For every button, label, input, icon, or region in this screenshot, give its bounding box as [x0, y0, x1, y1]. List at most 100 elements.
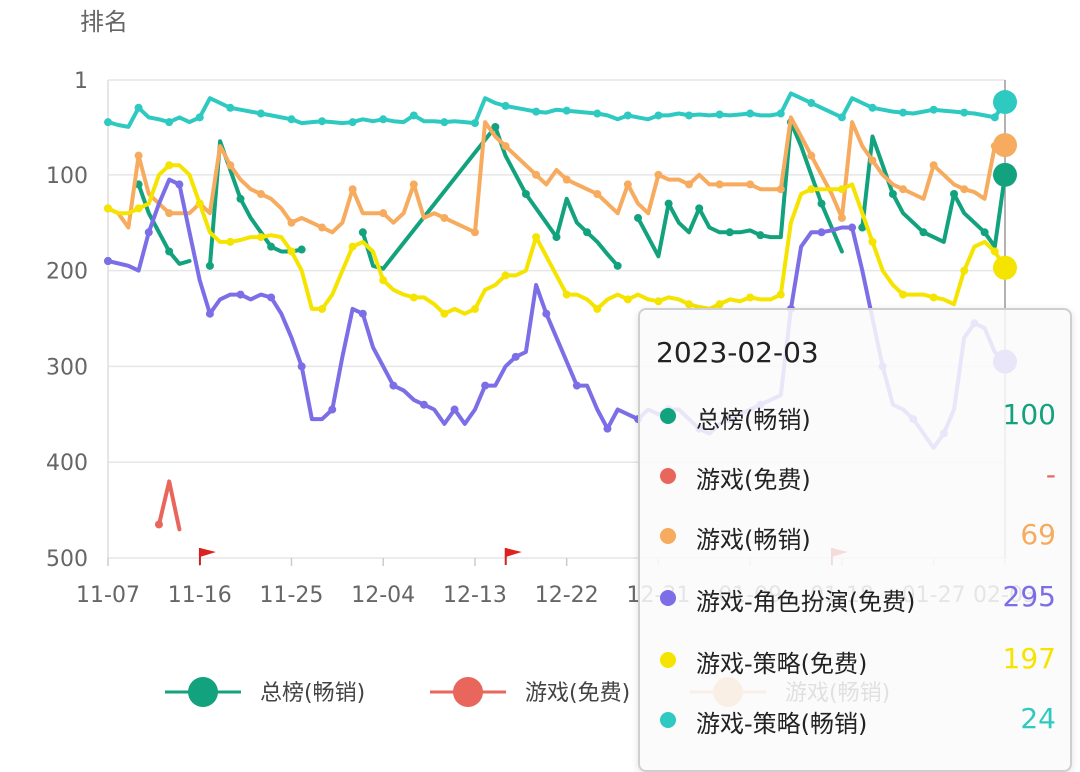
series-line [860, 134, 1007, 249]
data-point [634, 213, 643, 222]
tooltip-dot [660, 468, 676, 484]
y-axis-label: 排名 [80, 8, 128, 36]
flag-icon [505, 548, 522, 557]
data-point [572, 381, 581, 390]
data-point [358, 309, 367, 318]
data-point [746, 109, 755, 118]
x-tick-label: 11-25 [260, 583, 324, 608]
data-point [899, 290, 908, 299]
y-tick-label: 100 [46, 164, 88, 189]
data-point [440, 213, 449, 222]
data-point [837, 113, 846, 122]
x-tick-label: 12-22 [535, 583, 599, 608]
data-point [175, 180, 184, 189]
series-line [106, 177, 1007, 450]
data-point [562, 290, 571, 299]
data-point [440, 309, 449, 318]
data-point [562, 106, 571, 115]
tooltip-dot [660, 590, 676, 606]
data-point [776, 185, 785, 194]
data-point [195, 113, 204, 122]
series-line [636, 120, 844, 259]
data-point [318, 223, 327, 232]
data-point [104, 204, 112, 213]
x-tick-label: 12-04 [351, 583, 415, 608]
legend-item[interactable]: 游戏(免费) [430, 677, 630, 707]
chart-tooltip: 2023-02-03 总榜(畅销) 100 游戏(免费) - 游戏(畅销) 69… [638, 308, 1072, 772]
data-point [256, 189, 265, 198]
data-point [440, 118, 449, 127]
data-point [287, 218, 296, 227]
y-tick-label: 200 [46, 260, 88, 285]
data-point [858, 223, 867, 232]
tooltip-row: 总榜(畅销) 100 [656, 396, 1056, 436]
data-point [817, 199, 826, 208]
data-point [409, 111, 418, 120]
data-point [104, 118, 112, 127]
data-point [776, 290, 785, 299]
data-point [654, 297, 663, 306]
data-point [236, 194, 245, 203]
highlight-point [993, 255, 1017, 280]
legend-label: 游戏(免费) [525, 681, 630, 706]
data-point [409, 293, 418, 302]
tooltip-series-name: 游戏-角色扮演(免费) [696, 588, 916, 616]
data-point [389, 381, 398, 390]
data-point [226, 237, 235, 246]
data-point [348, 118, 357, 127]
highlight-point [993, 133, 1017, 158]
data-point [379, 115, 388, 124]
data-point [491, 122, 500, 131]
data-point [685, 180, 694, 189]
data-point [552, 233, 561, 242]
data-point [613, 261, 622, 270]
data-point [318, 304, 327, 313]
data-point [929, 293, 938, 302]
tooltip-date: 2023-02-03 [656, 336, 819, 369]
data-point [104, 257, 112, 266]
tooltip-series-value: 295 [1002, 580, 1056, 613]
x-tick-label: 12-13 [443, 583, 507, 608]
data-point [756, 231, 765, 240]
data-point [267, 242, 276, 251]
data-point [532, 170, 541, 179]
data-point [583, 228, 592, 237]
legend-item[interactable]: 总榜(畅销) [165, 677, 365, 707]
tooltip-dot [660, 652, 676, 668]
data-point [501, 142, 510, 151]
data-point [990, 247, 999, 256]
data-point [328, 405, 337, 414]
data-point [807, 98, 816, 107]
data-point [226, 161, 235, 170]
tooltip-series-value: 69 [1020, 518, 1056, 551]
data-point [654, 170, 663, 179]
data-point [470, 304, 479, 313]
data-point [154, 520, 163, 529]
data-point [165, 118, 174, 127]
data-point [165, 247, 174, 256]
data-point [256, 233, 265, 242]
data-point [511, 352, 520, 361]
data-point [409, 180, 418, 189]
data-point [695, 204, 704, 213]
y-axis-ticks: 1 100 200 300 400 500 [46, 69, 88, 572]
tooltip-row: 游戏(畅销) 69 [656, 516, 1056, 556]
y-tick-label: 1 [74, 69, 88, 94]
data-point [623, 295, 632, 304]
data-point [593, 304, 602, 313]
data-point [379, 276, 388, 285]
legend-label: 总榜(畅销) [260, 681, 365, 706]
tooltip-series-name: 游戏(免费) [696, 466, 811, 494]
data-point [205, 261, 214, 270]
data-point [470, 119, 479, 128]
data-point [532, 233, 541, 242]
data-point [236, 290, 245, 299]
data-point [960, 185, 969, 194]
data-point [287, 247, 296, 256]
series-lines [104, 90, 1017, 532]
data-point [603, 424, 612, 433]
data-point [134, 151, 143, 160]
data-point [929, 105, 938, 114]
data-point [532, 107, 541, 116]
data-point [165, 209, 174, 218]
